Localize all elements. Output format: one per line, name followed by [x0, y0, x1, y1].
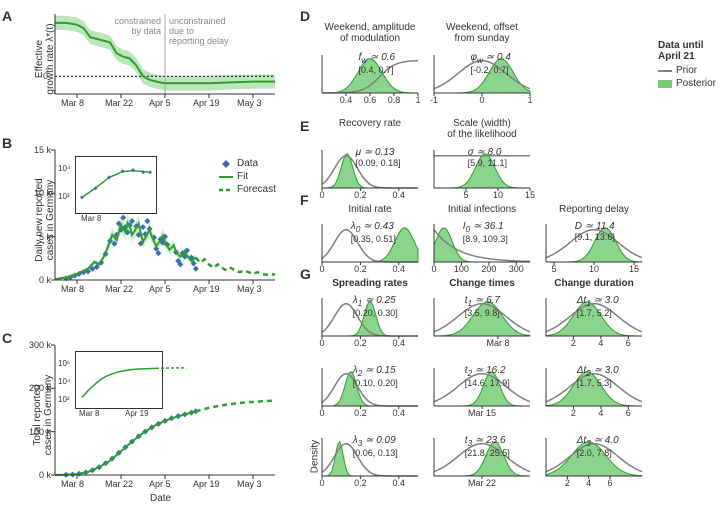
panel-label: C — [2, 330, 12, 346]
posterior-stat: Δt3 ≃ 4.0[2.0, 7.8] — [577, 435, 619, 459]
panel-b-legend: DataFitForecast — [219, 158, 276, 197]
posterior-stat: t2 ≃ 16.2[14.6, 17.9] — [465, 365, 510, 389]
panel-label: F — [300, 192, 309, 208]
posterior-stat: t3 ≃ 23.6[21.8, 25.5] — [465, 435, 510, 459]
posterior-stat: Δt1 ≃ 3.0[1.7, 5.2] — [577, 295, 619, 319]
posterior-stat: λ3 ≃ 0.09[0.06, 0.13] — [353, 435, 398, 459]
posterior-stat: D ≃ 11.4[9.1, 13.6] — [575, 221, 615, 243]
posterior-stat: fw ≃ 0.6[0.4, 0.7] — [358, 52, 395, 76]
panel-label: A — [2, 8, 12, 24]
posterior-stat: λ2 ≃ 0.15[0.10, 0.20] — [353, 365, 398, 389]
posterior-stat: φw ≃ 0.4[-0.2, 0.7] — [470, 52, 510, 76]
posterior-stat: λ1 ≃ 0.25[0.20, 0.30] — [353, 295, 398, 319]
panel-label: D — [300, 8, 310, 24]
posterior-stat: σ ≃ 8.0[5.9, 11.1] — [468, 147, 507, 169]
posterior-stat: μ ≃ 0.13[0.09, 0.18] — [356, 147, 401, 169]
posterior-stat: Δt2 ≃ 3.0[1.7, 5.3] — [577, 365, 619, 389]
main-legend: Data until April 21PriorPosterior — [658, 40, 716, 91]
panel-label: B — [2, 135, 12, 151]
posterior-stat: λ0 ≃ 0.43[0.35, 0.51] — [351, 221, 396, 245]
panel-label: G — [300, 266, 311, 282]
panel-c-inset — [75, 351, 163, 409]
panel-b-inset — [75, 156, 157, 214]
panel-label: E — [300, 118, 309, 134]
posterior-stat: t1 ≃ 6.7[3.5, 9.8] — [465, 295, 500, 319]
posterior-stat: I0 ≃ 36.1[8.9, 109.3] — [463, 221, 508, 245]
figure-root: ABCDEFG0Mar 8Mar 22Apr 5Apr 19May 3const… — [0, 0, 723, 521]
